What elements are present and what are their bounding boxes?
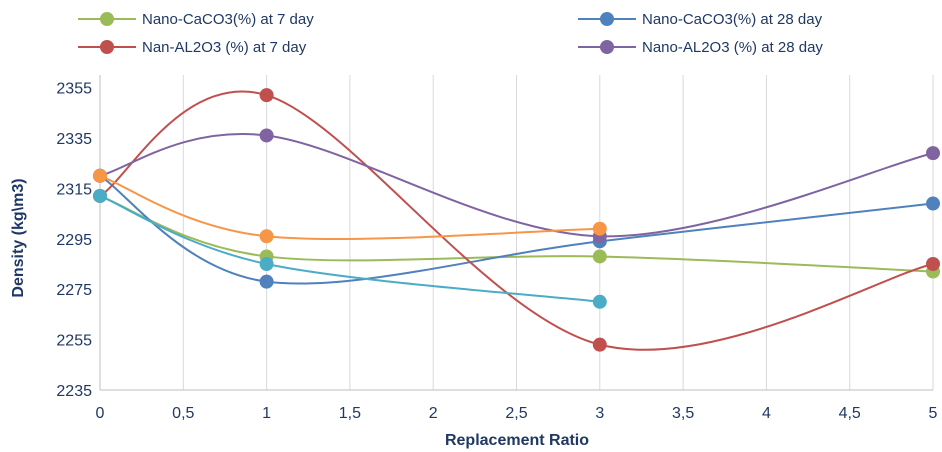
y-tick-label: 2295 bbox=[56, 232, 92, 249]
data-point bbox=[259, 274, 274, 289]
x-tick-label: 3,5 bbox=[672, 405, 694, 422]
legend-label: Nano-CaCO3(%) at 7 day bbox=[142, 11, 314, 28]
legend-entry: Nano-CaCO3(%) at 28 day bbox=[578, 11, 823, 28]
data-point bbox=[592, 294, 607, 309]
x-tick-label: 2 bbox=[429, 405, 438, 422]
x-tick-label: 4,5 bbox=[839, 405, 861, 422]
series-line bbox=[99, 133, 934, 238]
legend: Nano-CaCO3(%) at 7 day Nano-CaCO3(%) at 2… bbox=[78, 11, 823, 56]
data-point bbox=[592, 221, 607, 236]
x-tick-label: 4 bbox=[762, 405, 771, 422]
data-point bbox=[259, 88, 274, 103]
x-tick-label: 0 bbox=[96, 405, 105, 422]
data-point bbox=[926, 257, 940, 271]
data-point bbox=[926, 196, 940, 211]
series-line bbox=[99, 195, 600, 303]
y-tick-label: 2315 bbox=[56, 181, 92, 198]
x-tick-label: 3 bbox=[595, 405, 604, 422]
legend-marker bbox=[100, 12, 114, 26]
legend-marker bbox=[600, 12, 614, 26]
legend-label: Nano-CaCO3(%) at 28 day bbox=[642, 11, 823, 28]
series-line bbox=[99, 174, 600, 241]
data-point bbox=[926, 146, 940, 161]
data-point bbox=[592, 337, 607, 352]
x-tick-label: 2,5 bbox=[505, 405, 527, 422]
x-tick-label: 1,5 bbox=[339, 405, 361, 422]
y-axis-title: Density (kg\m3) bbox=[10, 178, 27, 297]
x-axis-title: Replacement Ratio bbox=[445, 432, 589, 449]
series-line bbox=[99, 195, 934, 273]
data-point bbox=[259, 257, 274, 271]
legend-marker bbox=[100, 40, 114, 54]
y-tick-label: 2275 bbox=[56, 282, 92, 299]
data-point bbox=[259, 229, 274, 244]
y-tick-label: 2255 bbox=[56, 333, 92, 350]
x-tick-label: 5 bbox=[929, 405, 938, 422]
series-line bbox=[99, 174, 934, 285]
legend-entry: Nan-AL2O3 (%) at 7 day bbox=[78, 39, 307, 56]
y-tick-label: 2335 bbox=[56, 131, 92, 148]
data-point bbox=[592, 249, 607, 264]
series-5 bbox=[93, 168, 607, 244]
x-tick-label: 1 bbox=[262, 405, 271, 422]
tick-labels: 0 0,5 1 1,5 2 2,5 3 3,5 4 4,5 5 2235 2255 2275 2295 231… bbox=[56, 81, 937, 422]
legend-marker bbox=[600, 40, 614, 54]
data-point bbox=[93, 168, 107, 183]
data-point bbox=[259, 128, 274, 143]
x-tick-label: 0,5 bbox=[172, 405, 194, 422]
data-point bbox=[93, 188, 107, 203]
legend-label: Nan-AL2O3 (%) at 7 day bbox=[142, 39, 307, 56]
series-6 bbox=[93, 188, 607, 309]
series-line bbox=[99, 90, 934, 351]
legend-entry: Nano-CaCO3(%) at 7 day bbox=[78, 11, 314, 28]
legend-label: Nano-AL2O3 (%) at 28 day bbox=[642, 39, 823, 56]
axes bbox=[99, 75, 933, 391]
series-layer bbox=[93, 88, 940, 352]
y-tick-label: 2355 bbox=[56, 81, 92, 98]
y-tick-label: 2235 bbox=[56, 383, 92, 400]
legend-entry: Nano-AL2O3 (%) at 28 day bbox=[578, 39, 823, 56]
